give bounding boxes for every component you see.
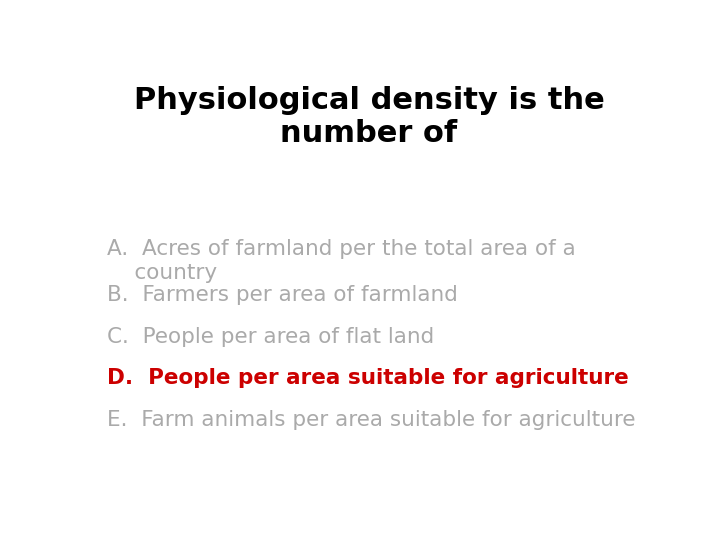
Text: B.  Farmers per area of farmland: B. Farmers per area of farmland	[107, 285, 458, 305]
Text: C.  People per area of flat land: C. People per area of flat land	[107, 327, 434, 347]
Text: Physiological density is the
number of: Physiological density is the number of	[134, 85, 604, 148]
Text: E.  Farm animals per area suitable for agriculture: E. Farm animals per area suitable for ag…	[107, 410, 635, 430]
Text: A.  Acres of farmland per the total area of a
    country: A. Acres of farmland per the total area …	[107, 239, 575, 282]
Text: D.  People per area suitable for agriculture: D. People per area suitable for agricult…	[107, 368, 629, 388]
